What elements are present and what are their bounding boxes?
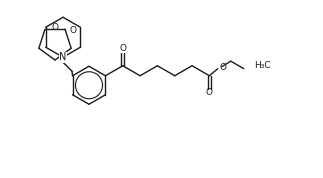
Text: O: O — [51, 23, 58, 32]
Text: O: O — [70, 26, 77, 35]
Text: N: N — [59, 52, 67, 62]
Text: H₃C: H₃C — [254, 61, 270, 70]
Text: O: O — [206, 88, 213, 97]
Text: O: O — [119, 44, 126, 53]
Text: O: O — [220, 63, 227, 72]
